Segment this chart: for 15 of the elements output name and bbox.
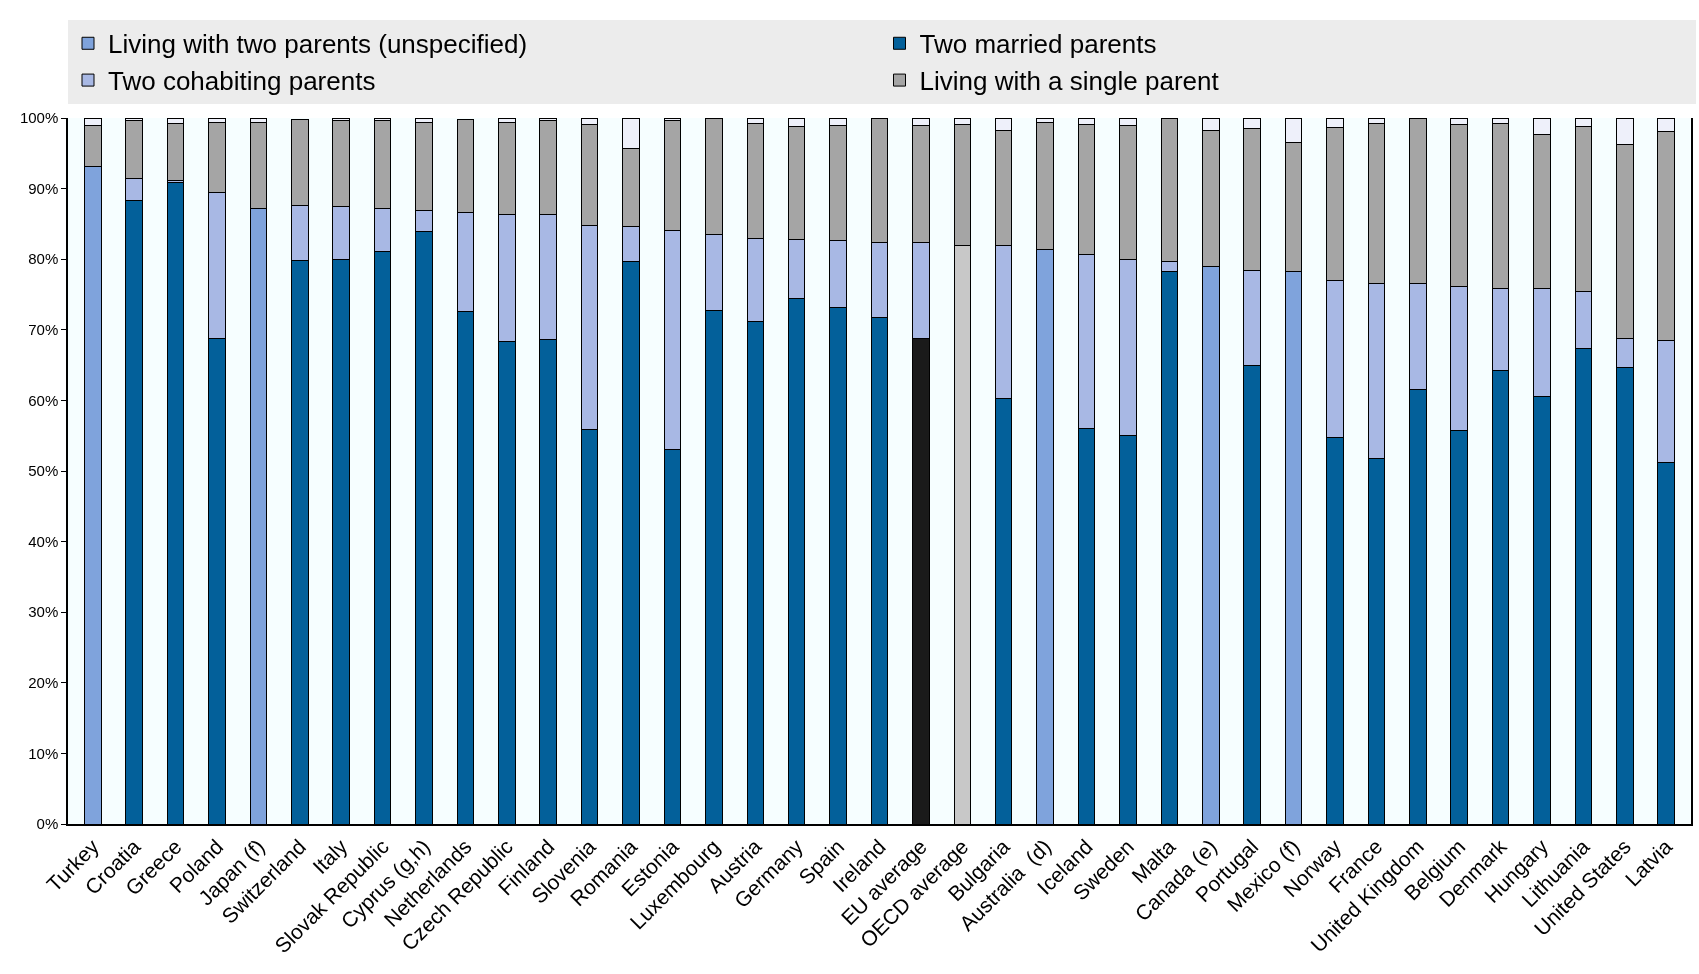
y-tick-label: 50% bbox=[28, 462, 59, 480]
legend-label: Living with two parents (unspecified) bbox=[108, 29, 528, 60]
legend-label: Living with a single parent bbox=[919, 66, 1220, 97]
legend-label: Two married parents bbox=[919, 29, 1157, 60]
y-tick-label: 100% bbox=[19, 109, 59, 127]
y-tick-label: 0% bbox=[36, 815, 59, 833]
y-tick-label: 10% bbox=[28, 744, 59, 762]
legend-label: Two cohabiting parents bbox=[108, 66, 376, 97]
y-tick-label: 20% bbox=[28, 674, 59, 692]
y-tick-label: 60% bbox=[28, 391, 59, 409]
y-tick-label: 70% bbox=[28, 321, 59, 339]
y-tick-label: 80% bbox=[28, 250, 59, 268]
y-tick-label: 40% bbox=[28, 532, 59, 550]
y-tick-label: 30% bbox=[28, 603, 59, 621]
y-tick-label: 90% bbox=[28, 179, 59, 197]
